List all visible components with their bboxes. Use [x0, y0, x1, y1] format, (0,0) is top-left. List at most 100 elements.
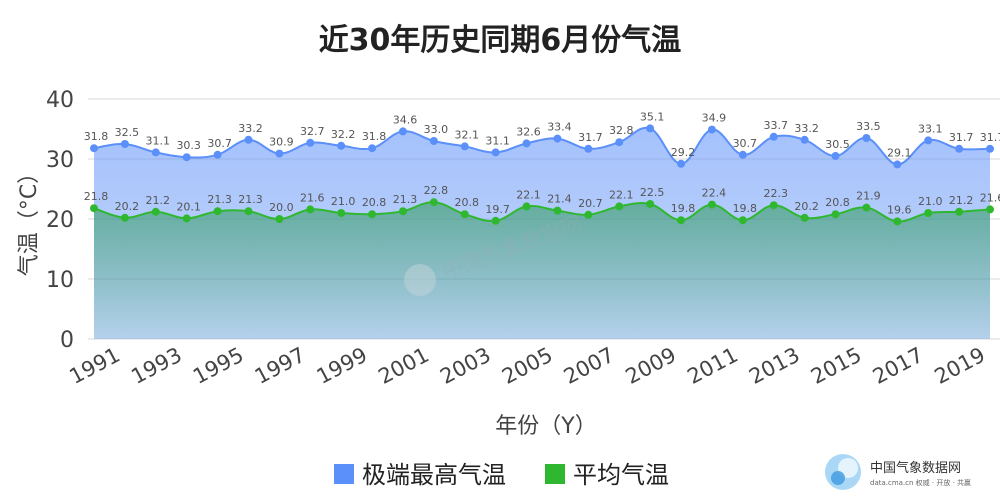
x-tick-label: 2001	[374, 343, 432, 389]
legend-label-avg[interactable]: 平均气温	[573, 461, 669, 489]
data-label-max: 30.3	[176, 139, 201, 152]
point-avg[interactable]	[337, 209, 346, 217]
point-avg[interactable]	[955, 207, 964, 216]
point-avg[interactable]	[151, 207, 160, 216]
point-avg[interactable]	[677, 216, 686, 225]
point-max[interactable]	[398, 127, 407, 136]
point-avg[interactable]	[893, 217, 902, 226]
point-avg[interactable]	[707, 200, 716, 209]
point-max[interactable]	[769, 132, 778, 141]
point-avg[interactable]	[522, 202, 531, 211]
point-max[interactable]	[677, 159, 686, 168]
point-max[interactable]	[244, 135, 253, 144]
data-label-max: 30.7	[207, 137, 232, 150]
point-avg[interactable]	[800, 213, 809, 222]
point-max[interactable]	[584, 144, 593, 153]
point-avg[interactable]	[244, 207, 253, 216]
point-max[interactable]	[893, 160, 902, 169]
point-max[interactable]	[182, 153, 191, 162]
point-avg[interactable]	[862, 203, 871, 212]
data-label-avg: 20.1	[176, 200, 201, 213]
point-avg[interactable]	[275, 215, 284, 223]
data-label-max: 30.9	[269, 136, 294, 149]
point-avg[interactable]	[398, 207, 407, 216]
data-label-max: 33.2	[794, 122, 819, 135]
point-avg[interactable]	[368, 210, 377, 219]
point-avg[interactable]	[182, 214, 191, 223]
data-label-max: 30.7	[733, 137, 758, 150]
point-max[interactable]	[862, 134, 871, 142]
point-max[interactable]	[491, 148, 500, 157]
data-label-avg: 21.3	[207, 193, 232, 206]
legend-swatch-avg[interactable]	[545, 464, 565, 484]
point-max[interactable]	[460, 142, 469, 151]
data-label-max: 34.6	[393, 113, 418, 126]
y-axis-label: 气温（°C）	[17, 162, 42, 276]
point-max[interactable]	[738, 150, 747, 159]
data-label-avg: 22.8	[424, 184, 449, 197]
point-max[interactable]	[368, 144, 377, 153]
point-avg[interactable]	[120, 213, 129, 222]
point-max[interactable]	[337, 141, 346, 150]
data-label-avg: 20.0	[269, 201, 294, 214]
point-avg[interactable]	[460, 210, 469, 219]
data-label-avg: 21.3	[393, 193, 418, 206]
point-max[interactable]	[306, 138, 315, 147]
point-max[interactable]	[955, 144, 964, 153]
data-label-avg: 21.6	[300, 191, 325, 204]
point-avg[interactable]	[213, 207, 222, 216]
y-tick-label: 10	[46, 268, 74, 293]
x-tick-label: 2009	[622, 343, 680, 389]
point-avg[interactable]	[491, 216, 500, 225]
point-max[interactable]	[707, 125, 716, 134]
point-max[interactable]	[553, 134, 562, 143]
data-label-avg: 19.6	[887, 203, 912, 216]
point-avg[interactable]	[924, 209, 933, 217]
point-max[interactable]	[800, 135, 809, 144]
y-tick-label: 0	[60, 328, 74, 353]
x-tick-label: 2019	[931, 343, 989, 389]
x-tick-label: 1991	[65, 343, 123, 389]
point-max[interactable]	[120, 140, 129, 148]
point-avg[interactable]	[306, 205, 315, 214]
point-max[interactable]	[615, 138, 624, 147]
legend-swatch-max[interactable]	[334, 464, 354, 484]
point-max[interactable]	[522, 139, 531, 148]
point-avg[interactable]	[769, 201, 778, 210]
point-max[interactable]	[986, 144, 994, 153]
y-tick-labels: 0 10 20 30 40	[46, 88, 74, 353]
y-tick-label: 40	[46, 88, 74, 113]
x-tick-label: 2013	[745, 343, 803, 389]
data-label-avg: 20.8	[362, 196, 387, 209]
point-avg[interactable]	[615, 202, 624, 211]
y-tick-label: 20	[46, 208, 74, 233]
x-tick-label: 2017	[869, 343, 927, 389]
data-label-max: 33.0	[424, 123, 449, 136]
point-avg[interactable]	[90, 204, 98, 213]
data-label-max: 35.1	[640, 110, 665, 123]
point-max[interactable]	[831, 152, 840, 160]
x-tick-label: 2011	[683, 343, 741, 389]
brand-logo-name: 中国气象数据网	[870, 460, 961, 476]
point-avg[interactable]	[584, 210, 593, 219]
point-avg[interactable]	[831, 210, 840, 219]
point-max[interactable]	[275, 149, 284, 158]
x-tick-label: 1997	[251, 343, 309, 389]
point-avg[interactable]	[646, 200, 655, 208]
point-avg[interactable]	[553, 206, 562, 215]
point-max[interactable]	[924, 136, 933, 145]
legend-label-max[interactable]: 极端最高气温	[362, 461, 506, 489]
point-avg[interactable]	[429, 198, 438, 207]
point-avg[interactable]	[738, 216, 747, 225]
point-max[interactable]	[429, 137, 438, 145]
point-max[interactable]	[213, 150, 222, 159]
data-label-avg: 22.4	[702, 187, 727, 200]
data-label-max: 31.8	[362, 130, 387, 143]
x-tick-label: 1995	[189, 343, 247, 389]
point-max[interactable]	[646, 124, 655, 133]
point-avg[interactable]	[986, 205, 994, 214]
point-max[interactable]	[151, 148, 160, 157]
data-label-avg: 20.8	[825, 196, 850, 209]
point-max[interactable]	[90, 144, 98, 153]
data-label-max: 32.1	[455, 128, 480, 141]
